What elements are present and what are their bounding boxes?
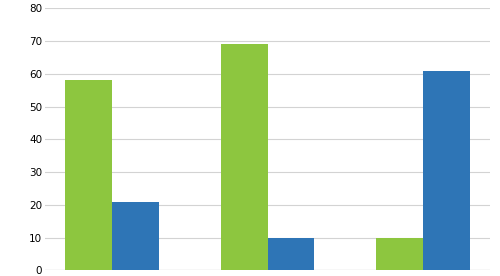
Bar — [221, 44, 268, 270]
Bar — [112, 202, 158, 270]
Bar — [65, 80, 112, 270]
Bar — [423, 71, 470, 270]
Bar — [268, 238, 314, 270]
Bar — [376, 238, 423, 270]
